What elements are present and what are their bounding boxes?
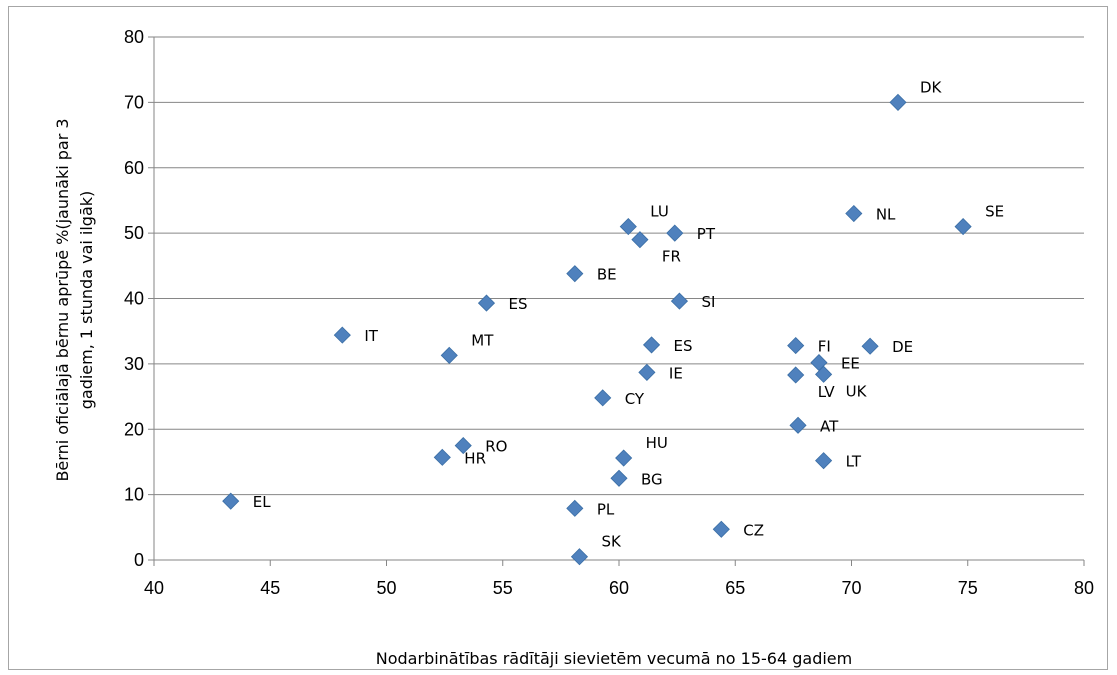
- point-label: DK: [920, 78, 943, 96]
- x-tick-label: 55: [493, 578, 513, 598]
- point-label: FR: [662, 248, 681, 266]
- point-label: PT: [697, 225, 716, 243]
- y-tick-label: 40: [124, 289, 144, 309]
- x-tick-labels: 40 45 50 55 60 65 70 75 80: [144, 578, 1094, 598]
- data-point-de: [861, 337, 879, 355]
- data-point-hr: [433, 448, 451, 466]
- point-label: IE: [669, 364, 683, 382]
- data-points: [222, 93, 972, 566]
- point-label: FI: [818, 338, 831, 356]
- point-label: PL: [597, 500, 615, 518]
- y-tick-labels: 0 10 20 30 40 50 60 70 80: [124, 27, 144, 570]
- data-point-be: [566, 265, 584, 283]
- y-tick-label: 0: [134, 550, 144, 570]
- point-label: BG: [641, 470, 663, 488]
- x-tick-label: 60: [609, 578, 629, 598]
- data-point-cy: [594, 389, 612, 407]
- point-label: IT: [364, 327, 378, 345]
- axes: [148, 36, 1085, 566]
- x-tick-label: 65: [725, 578, 745, 598]
- chart-frame: [8, 6, 1108, 670]
- data-point-sk: [570, 548, 589, 566]
- x-tick-label: 50: [376, 578, 396, 598]
- y-tick-label: 30: [124, 354, 144, 374]
- data-point-ro: [454, 437, 472, 455]
- data-point-fi: [787, 337, 805, 355]
- y-tick-label: 60: [124, 158, 144, 178]
- point-label: AT: [820, 417, 839, 435]
- x-axis-title: Nodarbinātības rādītāji sievietēm vecumā…: [376, 649, 852, 668]
- y-axis-title: Bērni oficiālajā bērnu aprūpē %(jaunāki …: [53, 118, 96, 481]
- point-label: EE: [841, 355, 860, 373]
- point-label: SK: [601, 533, 622, 551]
- point-label: LV: [818, 383, 836, 401]
- data-point-se: [954, 218, 972, 236]
- y-axis-title-line-1: Bērni oficiālajā bērnu aprūpē %(jaunāki …: [53, 118, 72, 481]
- data-point-dk: [889, 93, 907, 111]
- gridlines: [154, 36, 1084, 496]
- data-point-nl: [845, 204, 863, 223]
- y-tick-label: 50: [124, 223, 144, 243]
- x-tick-label: 75: [958, 578, 978, 598]
- point-label: SE: [985, 203, 1004, 221]
- point-label: EL: [253, 493, 271, 511]
- data-point-fr: [631, 231, 649, 249]
- x-tick-label: 45: [260, 578, 280, 598]
- data-point-lu: [619, 218, 637, 236]
- data-point-hu: [615, 449, 633, 467]
- point-label: MT: [471, 331, 494, 349]
- data-point-es: [477, 294, 496, 312]
- y-tick-label: 70: [124, 92, 144, 112]
- data-point-mt: [440, 346, 458, 364]
- point-label: RO: [485, 438, 507, 456]
- data-point-pt: [666, 224, 684, 242]
- point-label: HR: [464, 449, 486, 467]
- data-point-si: [670, 292, 689, 310]
- point-label: LU: [650, 203, 669, 221]
- point-label: BE: [597, 266, 617, 284]
- data-point-at: [789, 416, 807, 434]
- y-tick-label: 20: [124, 419, 144, 439]
- point-label: ES: [674, 337, 693, 355]
- point-labels: DK NL SE LU FR PT BE SI ES IT MT ES FI DE EE IE LV UK CY AT…: [253, 78, 1004, 550]
- data-point-uk: [815, 365, 833, 383]
- data-point-ie: [638, 363, 656, 381]
- point-label: CZ: [743, 521, 764, 539]
- data-point-el: [222, 492, 240, 510]
- point-label: SI: [701, 293, 715, 311]
- point-label: NL: [876, 206, 896, 224]
- data-point-it: [333, 326, 351, 344]
- data-point-lt: [815, 452, 833, 470]
- y-tick-label: 10: [124, 485, 144, 505]
- data-point-lv: [787, 366, 805, 384]
- x-tick-label: 40: [144, 578, 164, 598]
- x-tick-label: 80: [1074, 578, 1094, 598]
- data-point-pl: [566, 499, 584, 517]
- point-label: HU: [646, 434, 668, 452]
- data-point-es: [642, 336, 661, 354]
- point-label: CY: [625, 390, 645, 408]
- point-label: UK: [846, 382, 868, 400]
- point-label: DE: [892, 338, 913, 356]
- data-point-cz: [712, 520, 730, 538]
- x-tick-label: 70: [841, 578, 861, 598]
- point-label: ES: [508, 295, 527, 313]
- y-axis-title-line-2: gadiem, 1 stunda vai ilgāk): [77, 191, 96, 410]
- point-label: LT: [846, 453, 862, 471]
- data-point-bg: [610, 469, 628, 487]
- y-tick-label: 80: [124, 27, 144, 47]
